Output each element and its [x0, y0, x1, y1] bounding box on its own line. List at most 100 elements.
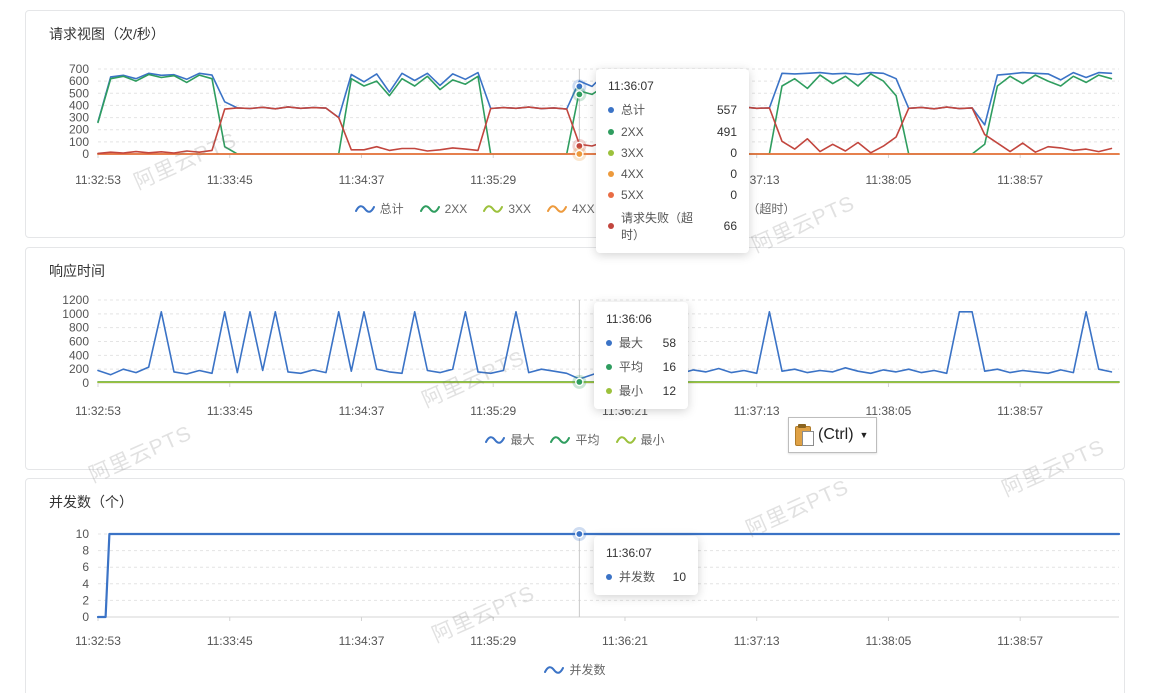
series-line-icon	[485, 435, 506, 444]
tooltip-label: 5XX	[621, 188, 644, 202]
x-tick-label: 11:38:05	[866, 404, 912, 418]
series-color-dot	[608, 150, 614, 156]
tooltip-row: 5XX 0	[608, 188, 737, 202]
series-line-icon	[354, 204, 375, 213]
series-line-icon	[550, 435, 571, 444]
series-line-icon	[547, 204, 567, 213]
legend-label: 最小	[640, 433, 665, 447]
x-tick-label: 11:33:45	[207, 634, 253, 648]
tooltip-value: 58	[662, 335, 676, 350]
paste-button-label: (Ctrl)	[818, 426, 854, 443]
x-tick-label: 11:38:05	[866, 634, 912, 648]
x-tick-label: 11:32:53	[75, 173, 121, 187]
clipboard-paste-icon	[795, 424, 814, 446]
tooltip-row: 并发数 10	[606, 568, 686, 585]
panel-concurrency: 并发数（个） 10 8 6 4 2 0 11:32:53 11:33:45 11:34:37 11…	[25, 478, 1125, 693]
series-color-dot	[608, 129, 614, 135]
tooltip-value: 10	[672, 569, 686, 584]
x-tick-label: 11:35:29	[470, 173, 516, 187]
chart-legend-0: 总计2XX3XX4XX5XX请求失败（超时）	[26, 200, 1124, 217]
tooltip-row: 最大 58	[606, 334, 676, 351]
y-tick-label: 100	[69, 135, 89, 149]
tooltip-row: 3XX 0	[608, 146, 737, 160]
series-color-dot	[608, 223, 614, 229]
series-color-dot	[608, 192, 614, 198]
chart-tooltip-0: 11:36:07 总计 557 2XX 491 3XX 0 4XX 0 5XX 0 请求失败（超时） 6…	[596, 69, 749, 253]
tooltip-label: 总计	[621, 103, 646, 117]
tooltip-label: 请求失败（超时）	[621, 211, 694, 242]
y-tick-label: 800	[69, 321, 89, 335]
paste-options-button[interactable]: (Ctrl) ▼	[788, 417, 878, 453]
series-line-并发数	[96, 532, 1121, 619]
tooltip-value: 491	[716, 125, 737, 139]
tooltip-label: 最小	[619, 384, 644, 398]
panel-response-time: 响应时间 1200 1000 800 600 400 200 0 11:32:53 11:33:…	[25, 247, 1125, 470]
y-tick-label: 10	[76, 527, 90, 541]
highlight-dot	[575, 149, 584, 159]
legend-item-3XX[interactable]: 3XX	[483, 200, 531, 217]
legend-label: 3XX	[508, 201, 531, 216]
y-tick-label: 600	[69, 335, 89, 349]
tooltip-row: 2XX 491	[608, 125, 737, 139]
tooltip-label: 并发数	[619, 570, 656, 584]
x-tick-label: 11:33:45	[207, 404, 253, 418]
series-color-dot	[606, 339, 612, 346]
y-tick-label: 600	[69, 74, 89, 88]
series-color-dot	[606, 363, 612, 370]
legend-item-平均[interactable]: 平均	[550, 431, 600, 448]
y-tick-label: 0	[82, 376, 89, 390]
legend-item-4XX[interactable]: 4XX	[547, 200, 595, 217]
highlight-dot	[575, 82, 584, 91]
legend-label: 总计	[379, 202, 404, 216]
series-color-dot	[608, 171, 614, 177]
legend-item-最大[interactable]: 最大	[485, 431, 534, 448]
legend-item-并发数[interactable]: 并发数	[544, 661, 606, 678]
y-tick-label: 500	[69, 86, 89, 100]
x-tick-label: 11:38:57	[997, 634, 1043, 648]
tooltip-label: 平均	[619, 360, 644, 374]
highlight-dot	[575, 90, 584, 99]
tooltip-row: 平均 16	[606, 358, 676, 375]
x-tick-label: 11:33:45	[207, 173, 253, 187]
legend-label: 2XX	[444, 201, 468, 216]
x-tick-label: 11:37:13	[734, 634, 780, 648]
y-tick-label: 1000	[62, 307, 89, 321]
caret-down-icon: ▼	[859, 430, 869, 440]
x-tick-label: 11:38:57	[997, 404, 1043, 418]
y-tick-label: 2	[82, 593, 89, 607]
chart-legend-1: 最大 平均 最小	[26, 431, 1124, 448]
y-tick-label: 1200	[62, 293, 89, 307]
panel-request-view: 请求视图（次/秒） 700 600 500 400 300 200 100 0 11:32:53…	[25, 10, 1125, 253]
y-tick-label: 400	[69, 98, 89, 112]
series-color-dot	[608, 106, 614, 113]
chart-legend-2: 并发数	[26, 661, 1124, 678]
x-tick-label: 11:37:13	[734, 404, 780, 418]
legend-item-总计[interactable]: 总计	[354, 200, 404, 217]
highlight-dot	[575, 529, 584, 539]
tooltip-row: 4XX 0	[608, 167, 737, 181]
tooltip-value: 0	[730, 167, 737, 181]
tooltip-row: 最小 12	[606, 382, 676, 399]
legend-item-2XX[interactable]: 2XX	[419, 200, 468, 217]
legend-item-最小[interactable]: 最小	[615, 431, 665, 448]
series-line-icon	[419, 204, 440, 213]
tooltip-label: 最大	[619, 336, 644, 350]
chart-tooltip-2: 11:36:07 并发数 10	[594, 536, 698, 595]
x-tick-label: 11:35:29	[470, 634, 516, 648]
series-color-dot	[606, 573, 612, 580]
series-color-dot	[606, 387, 612, 394]
tooltip-value: 66	[723, 219, 737, 233]
legend-label: 并发数	[569, 663, 606, 677]
x-tick-label: 11:34:37	[339, 173, 385, 187]
x-tick-label: 11:38:57	[997, 173, 1043, 187]
y-tick-label: 700	[69, 62, 89, 76]
tooltip-time: 11:36:07	[606, 546, 652, 560]
y-tick-label: 200	[69, 123, 89, 137]
y-tick-label: 400	[69, 348, 89, 362]
y-tick-label: 4	[82, 577, 89, 591]
tooltip-value: 557	[716, 102, 737, 117]
tooltip-value: 16	[662, 359, 676, 374]
tooltip-row: 总计 557	[608, 101, 737, 118]
x-tick-label: 11:32:53	[75, 404, 121, 418]
tooltip-row: 请求失败（超时） 66	[608, 209, 737, 243]
